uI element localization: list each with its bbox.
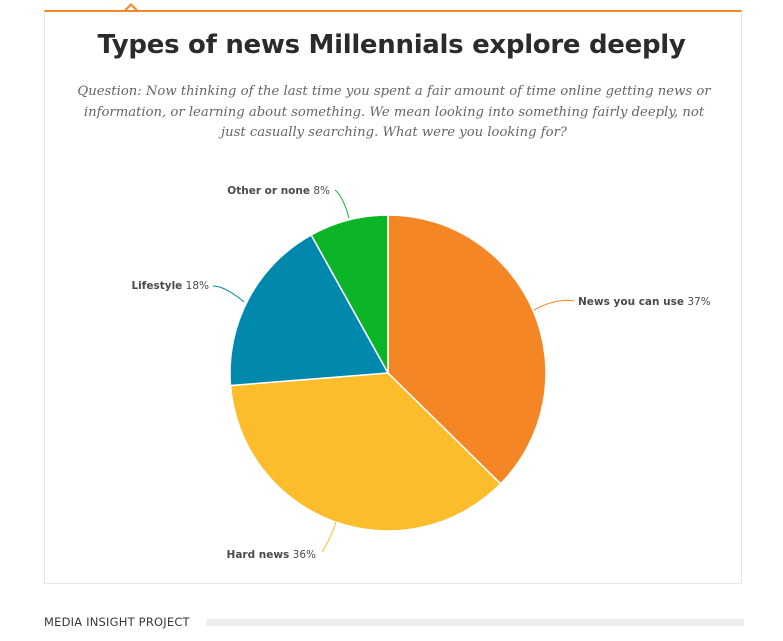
slice-label-other-or-none: Other or none 8% <box>227 185 330 197</box>
leader-line-lifestyle <box>212 285 245 303</box>
leader-line-other-or-none <box>334 189 350 219</box>
pie-slice-lifestyle <box>229 233 390 387</box>
pie-slice-other-or-none <box>310 214 389 376</box>
leader-line-news-you-can-use <box>533 299 575 311</box>
pie-leader-lines <box>212 189 575 553</box>
slice-label-lifestyle: Lifestyle 18% <box>131 280 209 292</box>
slice-label-hard-news: Hard news 36% <box>227 549 316 561</box>
pie-slices <box>229 214 547 532</box>
leader-line-hard-news <box>321 521 337 553</box>
chart-title: Types of news Millennials explore deeply <box>97 30 686 60</box>
chart-subtitle: Question: Now thinking of the last time … <box>77 84 711 140</box>
slice-label-news-you-can-use: News you can use 37% <box>578 296 711 308</box>
pie-slice-news-you-can-use <box>387 214 547 485</box>
pie-labels: News you can use 37% Hard news 36% Lifesty… <box>131 185 710 561</box>
pie-slice-hard-news <box>229 372 502 532</box>
footer-rule <box>206 619 744 626</box>
source-footer: MEDIA INSIGHT PROJECT <box>44 615 190 629</box>
card-notch-inner <box>127 6 135 10</box>
